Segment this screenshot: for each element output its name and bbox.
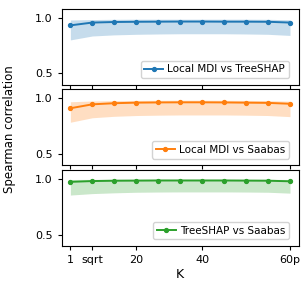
Local MDI vs Saabas [200,101,204,104]
Local MDI vs TreeSHAP [69,24,72,27]
TreeSHAP vs Saabas [266,179,270,182]
TreeSHAP vs Saabas [244,179,248,182]
TreeSHAP vs Saabas [178,179,182,182]
Local MDI vs TreeSHAP [156,20,160,23]
Local MDI vs TreeSHAP [112,20,116,24]
Local MDI vs Saabas [91,103,94,106]
Local MDI vs TreeSHAP [288,21,292,24]
Local MDI vs TreeSHAP [134,20,138,23]
Local MDI vs TreeSHAP [222,20,226,23]
Local MDI vs TreeSHAP [178,20,182,23]
TreeSHAP vs Saabas [134,179,138,182]
Local MDI vs Saabas [266,101,270,105]
Local MDI vs Saabas [178,101,182,104]
TreeSHAP vs Saabas [156,179,160,182]
Local MDI vs Saabas [134,101,138,104]
Local MDI vs Saabas [69,106,72,110]
TreeSHAP vs Saabas [222,179,226,182]
Local MDI vs TreeSHAP [200,20,204,23]
Line: TreeSHAP vs Saabas: TreeSHAP vs Saabas [68,178,292,184]
Local MDI vs Saabas [244,101,248,104]
TreeSHAP vs Saabas [200,179,204,182]
Local MDI vs Saabas [222,101,226,104]
TreeSHAP vs Saabas [112,179,116,182]
Local MDI vs TreeSHAP [266,20,270,23]
TreeSHAP vs Saabas [91,179,94,183]
TreeSHAP vs Saabas [69,180,72,184]
Line: Local MDI vs Saabas: Local MDI vs Saabas [68,100,292,110]
Legend: Local MDI vs TreeSHAP: Local MDI vs TreeSHAP [141,61,289,78]
Local MDI vs Saabas [156,101,160,104]
Text: Spearman correlation: Spearman correlation [3,65,16,192]
Line: Local MDI vs TreeSHAP: Local MDI vs TreeSHAP [68,20,292,27]
Legend: TreeSHAP vs Saabas: TreeSHAP vs Saabas [153,222,289,239]
TreeSHAP vs Saabas [288,180,292,183]
Local MDI vs Saabas [112,102,116,105]
Legend: Local MDI vs Saabas: Local MDI vs Saabas [152,141,289,158]
X-axis label: K: K [176,268,184,281]
Local MDI vs Saabas [288,102,292,106]
Local MDI vs TreeSHAP [91,21,94,24]
Local MDI vs TreeSHAP [244,20,248,23]
